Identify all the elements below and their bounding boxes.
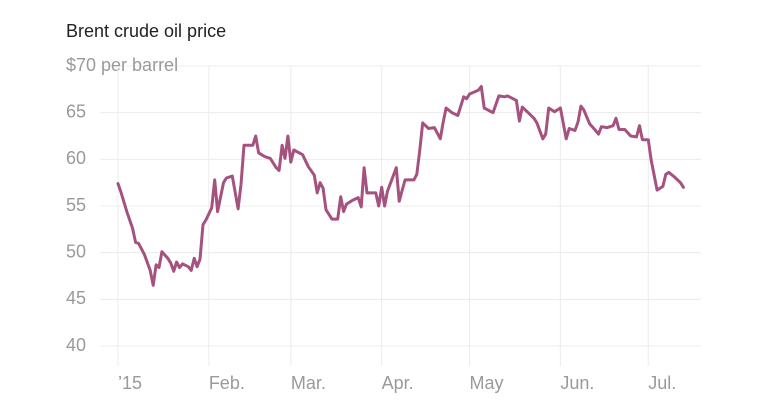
x-tick-label: ’15 bbox=[118, 373, 142, 393]
y-tick-label: 50 bbox=[66, 241, 86, 261]
y-tick-label: 55 bbox=[66, 195, 86, 215]
x-tick-label: Apr. bbox=[382, 373, 414, 393]
y-tick-label: $70 per barrel bbox=[66, 55, 178, 75]
x-tick-label: Mar. bbox=[291, 373, 326, 393]
chart-title: Brent crude oil price bbox=[66, 21, 226, 41]
x-tick-label: May bbox=[470, 373, 504, 393]
y-tick-label: 60 bbox=[66, 148, 86, 168]
x-tick-label: Jul. bbox=[648, 373, 676, 393]
y-tick-label: 45 bbox=[66, 288, 86, 308]
x-tick-label: Feb. bbox=[209, 373, 245, 393]
price-line bbox=[116, 85, 685, 287]
y-tick-label: 40 bbox=[66, 335, 86, 355]
x-tick-label: Jun. bbox=[560, 373, 594, 393]
y-tick-label: 65 bbox=[66, 101, 86, 121]
